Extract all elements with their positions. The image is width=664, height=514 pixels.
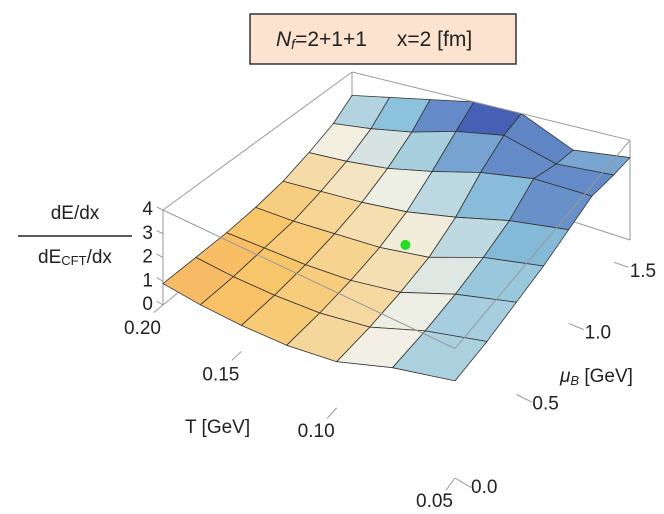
z-tick-label: 0 — [142, 294, 153, 315]
y-tick — [516, 394, 533, 403]
x-tick-label: 0.10 — [298, 421, 335, 442]
surface — [162, 94, 631, 382]
box-edge — [454, 139, 631, 349]
z-label-numerator: dE/dx — [51, 203, 100, 224]
y-tick — [454, 477, 472, 489]
x-axis-label: T [GeV] — [185, 417, 250, 438]
z-tick — [156, 277, 164, 282]
y-tick-label: 0.0 — [471, 477, 497, 498]
critical-point — [400, 239, 411, 250]
z-tick-label: 1 — [142, 270, 153, 291]
z-tick — [156, 206, 164, 211]
x-tick-label: 0.05 — [416, 491, 453, 512]
x-tick — [153, 304, 164, 314]
z-tick — [156, 300, 164, 306]
y-tick — [613, 261, 629, 268]
y-tick-label: 1.0 — [585, 322, 611, 343]
den-sub: CFT — [61, 253, 86, 268]
den-main: dE — [38, 247, 61, 268]
x-tick — [231, 351, 242, 361]
title-rest: =2+1+1 — [295, 28, 367, 51]
chart-title: Nf=2+1+1 x=2 [fm] — [276, 28, 472, 52]
x-tick-label: 0.20 — [124, 318, 161, 339]
box-edge — [162, 209, 456, 349]
y-label-rest: [GeV] — [579, 366, 633, 387]
y-tick-label: 0.5 — [532, 394, 558, 415]
title-second: x=2 [fm] — [397, 28, 472, 51]
y-label-sub: B — [570, 373, 579, 388]
den-rest: /dx — [87, 247, 113, 268]
z-tick-label: 2 — [142, 247, 153, 268]
z-tick-label: 3 — [142, 223, 153, 244]
x-tick — [326, 407, 338, 419]
z-tick — [156, 230, 164, 235]
z-label-denominator: dECFT/dx — [38, 247, 112, 268]
title-box — [249, 13, 517, 65]
x-tick-label: 0.15 — [202, 364, 239, 385]
box-edge — [162, 71, 353, 211]
surface-patch — [391, 330, 488, 382]
x-tick — [445, 477, 456, 491]
y-tick-label: 1.5 — [630, 261, 656, 282]
box-edge — [351, 71, 631, 141]
y-axis-label: μB [GeV] — [559, 366, 633, 388]
title-sub: f — [291, 36, 297, 52]
z-tick-label: 4 — [142, 199, 153, 220]
title-symbol: N — [276, 28, 292, 51]
y-tick — [568, 322, 584, 331]
y-label-symbol: μ — [559, 366, 571, 387]
front-layer: 0.20 0.15 0.10 0.05 0.0 0.5 1.0 1.5 0 12 3 4 — [124, 71, 656, 512]
z-tick — [156, 253, 164, 258]
